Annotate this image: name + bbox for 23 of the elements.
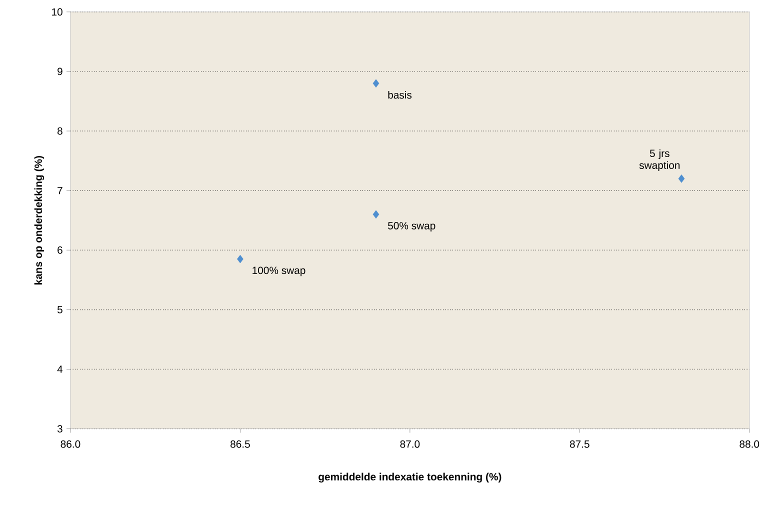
x-tick-label: 88.0 <box>740 440 760 448</box>
y-tick-label: 9 <box>58 68 62 76</box>
x-tick-label: 87.0 <box>400 440 420 448</box>
y-tick-label: 10 <box>52 8 62 16</box>
point <box>372 210 380 219</box>
point <box>372 79 380 88</box>
annotation: 50% swap <box>388 222 436 232</box>
point <box>237 254 244 264</box>
x-tick-label: 87.5 <box>570 440 590 448</box>
y-tick-label: 5 <box>57 306 62 314</box>
annotation: 5 jrs swaption <box>639 149 680 171</box>
point <box>678 174 685 183</box>
x-axis-title: gemiddelde indexatie toekenning (%) <box>318 472 502 482</box>
y-axis-title: kans op onderdekking (%) <box>34 156 44 284</box>
annotation: 100% swap <box>252 266 306 276</box>
x-tick-label: 86.5 <box>230 440 250 448</box>
y-tick-label: 7 <box>58 186 62 194</box>
y-tick-label: 8 <box>57 127 62 135</box>
y-tick-label: 3 <box>57 425 62 432</box>
x-tick-label: 86.0 <box>60 440 80 448</box>
annotation: basis <box>388 90 412 99</box>
y-tick-label: 4 <box>57 366 63 373</box>
y-tick-label: 6 <box>58 246 62 254</box>
